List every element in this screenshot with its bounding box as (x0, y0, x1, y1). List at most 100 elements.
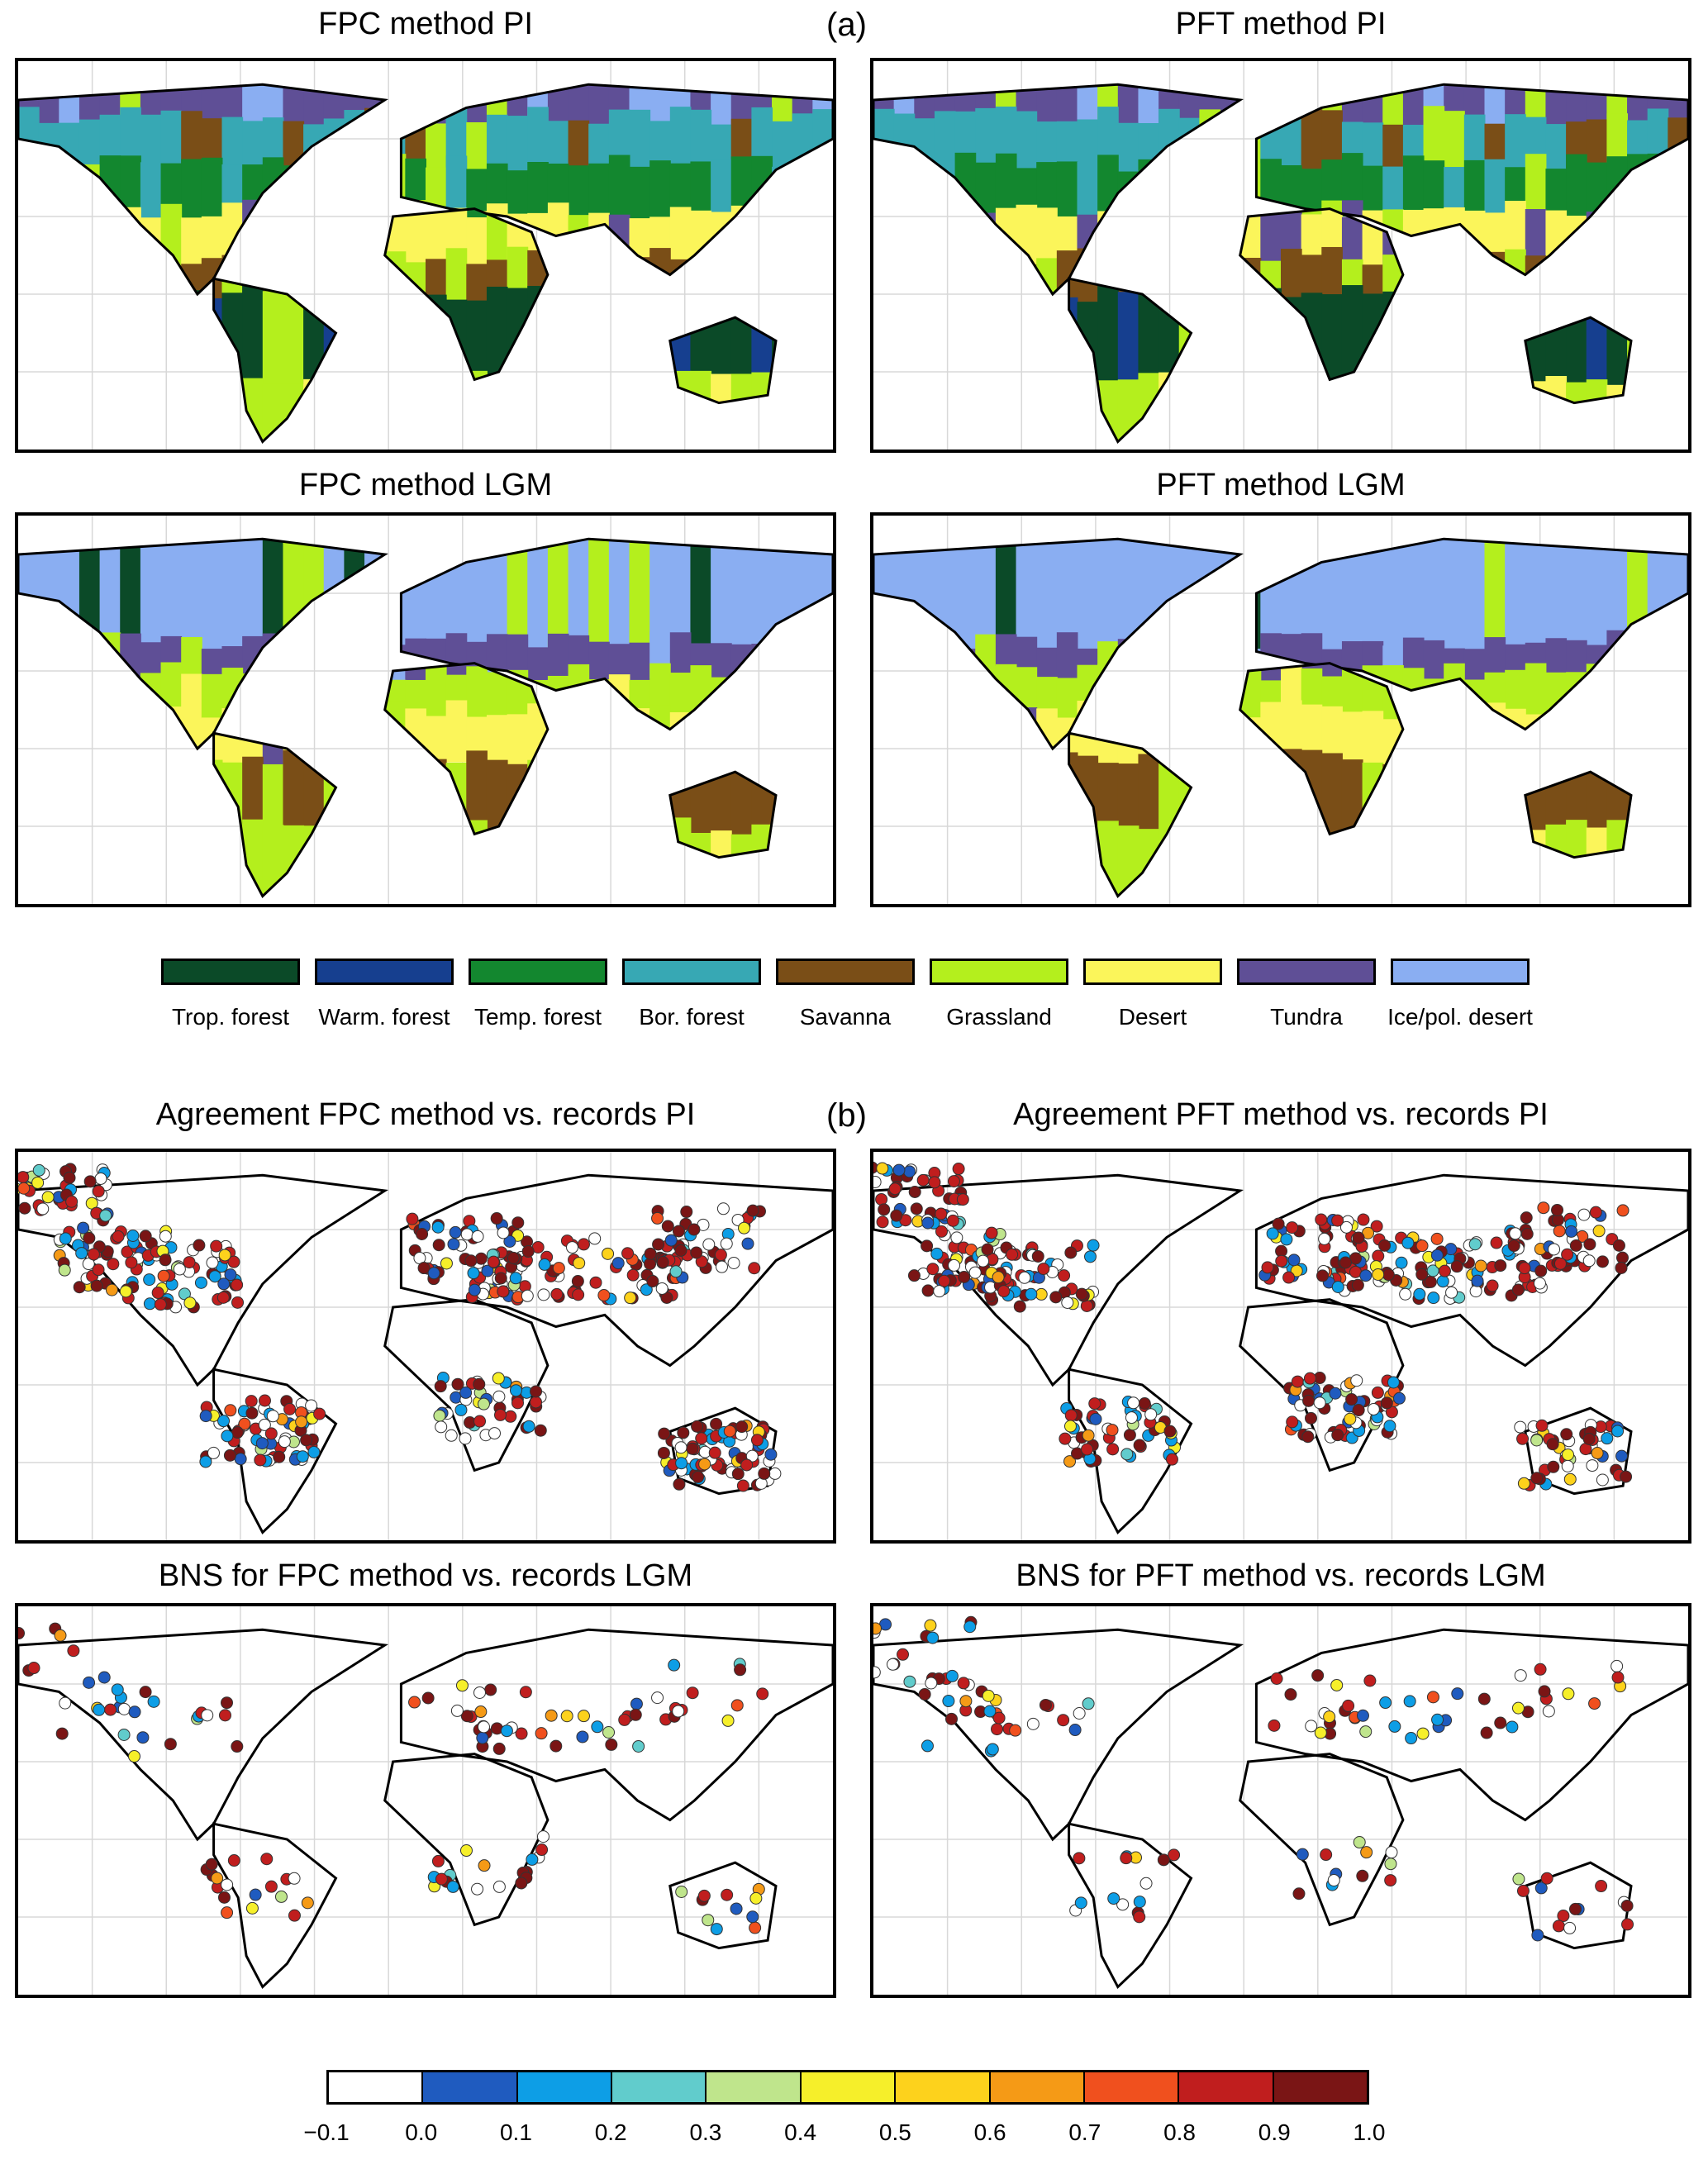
biome-cell (39, 169, 60, 231)
biome-cell (1444, 749, 1465, 834)
biome-cell (792, 703, 814, 765)
biome-cell (1587, 212, 1608, 274)
biome-cell (812, 703, 833, 765)
biome-cell (630, 749, 651, 834)
biome-cell (99, 251, 121, 295)
biome-cell (548, 707, 569, 769)
biome-cell (914, 169, 935, 232)
biome-cell (100, 668, 121, 723)
biome-cell (1220, 516, 1241, 655)
biome-cell (1668, 258, 1688, 312)
biome-cell (1301, 373, 1323, 450)
biome-cell (527, 823, 549, 904)
biome-cell (569, 254, 590, 308)
biome-cell (1382, 829, 1404, 904)
biome-cell (588, 371, 610, 450)
biome-cell (894, 263, 916, 317)
biome-cell (59, 645, 80, 691)
biome-cell (1382, 372, 1403, 380)
biome-cell (1220, 525, 1241, 664)
biome-cell (18, 647, 40, 693)
biome-cell (649, 302, 671, 402)
biome-cell (405, 292, 426, 392)
biome-cell (140, 259, 162, 295)
biome-cell (1424, 708, 1445, 770)
biome-cell (1178, 640, 1201, 688)
biome-cell (1260, 378, 1282, 450)
biome-cell (344, 817, 365, 904)
biome-cell (323, 707, 345, 749)
biome-cell (181, 835, 202, 904)
biome-cell (344, 711, 365, 773)
biome-cell (1179, 216, 1201, 278)
biome-cell (100, 214, 121, 276)
biome-cell (1179, 643, 1201, 689)
biome-cell (995, 292, 1017, 295)
biome-cell (1138, 122, 1160, 186)
biome-cell (1138, 675, 1160, 730)
biome-cell (1464, 260, 1486, 315)
map-fpc-pi (15, 58, 836, 453)
biome-cell (18, 389, 40, 450)
biome-cell (1036, 300, 1058, 401)
biome-cell (1118, 204, 1139, 266)
biome-cell (79, 664, 101, 720)
biome-cell (1363, 377, 1384, 450)
biome-cell (873, 292, 895, 295)
biome-cell (446, 820, 468, 904)
biome-cell (955, 749, 977, 835)
biome-cell (507, 818, 529, 904)
biome-cell (344, 539, 366, 656)
biome-cell (1648, 674, 1669, 729)
biome-cell (364, 673, 386, 727)
biome-cell (18, 387, 40, 450)
biome-cell (79, 384, 101, 450)
biome-cell (772, 669, 793, 724)
biome-cell (731, 674, 753, 729)
biome-cell (1627, 649, 1649, 696)
biome-cell (630, 388, 651, 450)
biome-cell (59, 638, 80, 685)
biome-cell (690, 261, 711, 316)
biome-cell (1179, 209, 1201, 271)
biome-cell (772, 823, 776, 858)
biome-cell (1647, 642, 1669, 690)
biome-cell (812, 214, 833, 276)
biome-cell (181, 380, 202, 450)
biome-cell (18, 382, 40, 450)
biome-cell (18, 705, 40, 767)
biome-cell (996, 247, 1017, 302)
biome-cell (996, 378, 1017, 450)
coastline (383, 207, 550, 382)
biome-cell (487, 828, 508, 904)
biome-cell (1016, 204, 1038, 267)
biome-cell (772, 637, 793, 683)
biome-cell (1464, 376, 1486, 450)
biome-cell (1239, 663, 1241, 683)
biome-cell (59, 647, 80, 693)
biome-cell (18, 644, 40, 690)
biome-cell (344, 676, 365, 730)
biome-cell (1566, 539, 1587, 656)
biome-cell (751, 263, 773, 317)
biome-cell (914, 700, 935, 749)
biome-cell (873, 820, 895, 904)
biome-cell (181, 373, 202, 450)
biome-cell (161, 302, 183, 402)
biome-cell (894, 162, 916, 224)
biome-cell (344, 711, 365, 773)
biome-cell (140, 162, 162, 225)
biome-cell (1117, 216, 1139, 278)
biome-cell (792, 662, 814, 716)
biome-cell (59, 217, 80, 279)
biome-cell (792, 748, 814, 833)
biome-cell (548, 710, 569, 772)
biome-cell (935, 834, 956, 904)
biome-cell (1281, 824, 1302, 904)
biome-cell (59, 643, 80, 689)
biome-cell (772, 750, 793, 835)
biome-cell (955, 215, 977, 277)
biome-cell (1668, 756, 1688, 841)
biome-cell (588, 826, 610, 904)
biome-cell (772, 640, 793, 687)
